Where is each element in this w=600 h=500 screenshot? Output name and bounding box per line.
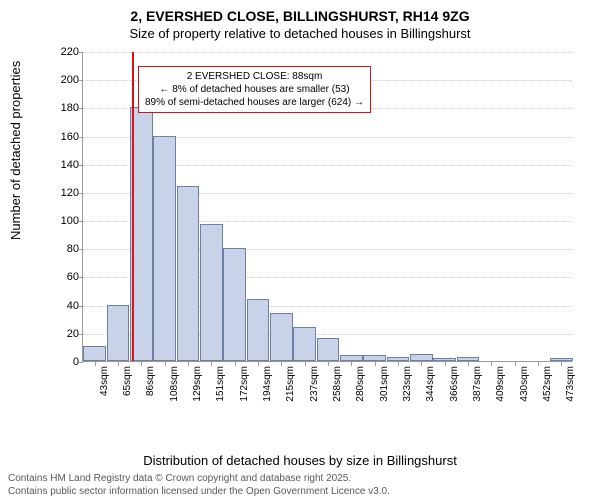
y-tick-label: 100 [53,215,79,227]
x-tick-mark [95,362,96,366]
y-tick-label: 220 [53,46,79,58]
x-tick-mark [351,362,352,366]
y-tick-label: 40 [53,300,79,312]
annotation-line-2: ← 8% of detached houses are smaller (53) [145,83,364,96]
footer-line-1: Contains HM Land Registry data © Crown c… [8,473,390,486]
y-tick-mark [79,362,83,363]
annotation-line-3: 89% of semi-detached houses are larger (… [145,96,364,109]
x-tick-label: 387sqm [472,366,483,416]
x-tick-mark [421,362,422,366]
plot-area: 02040608010012014016018020022043sqm65sqm… [82,52,572,362]
x-tick-label: 43sqm [99,366,110,416]
x-tick-mark [118,362,119,366]
y-tick-label: 160 [53,131,79,143]
x-tick-label: 258sqm [332,366,343,416]
x-tick-label: 366sqm [449,366,460,416]
histogram-bar [457,357,480,361]
x-tick-mark [445,362,446,366]
annotation-box: 2 EVERSHED CLOSE: 88sqm← 8% of detached … [138,66,371,113]
chart-title: 2, EVERSHED CLOSE, BILLINGSHURST, RH14 9… [0,8,600,24]
x-tick-mark [515,362,516,366]
y-tick-label: 60 [53,271,79,283]
x-tick-label: 215sqm [285,366,296,416]
x-tick-mark [258,362,259,366]
x-tick-label: 65sqm [122,366,133,416]
x-tick-label: 301sqm [379,366,390,416]
x-tick-mark [165,362,166,366]
reference-line [132,52,134,361]
chart-area: 02040608010012014016018020022043sqm65sqm… [46,52,576,422]
x-tick-mark [561,362,562,366]
y-tick-mark [79,108,83,109]
histogram-bar [433,358,456,361]
histogram-bar [177,186,200,361]
x-tick-label: 151sqm [215,366,226,416]
chart-subtitle: Size of property relative to detached ho… [0,26,600,41]
x-tick-mark [491,362,492,366]
histogram-bar [410,354,433,361]
x-tick-label: 344sqm [425,366,436,416]
y-tick-mark [79,193,83,194]
y-tick-label: 200 [53,74,79,86]
y-tick-mark [79,221,83,222]
x-tick-mark [281,362,282,366]
x-tick-mark [188,362,189,366]
histogram-bar [363,355,386,361]
chart-title-block: 2, EVERSHED CLOSE, BILLINGSHURST, RH14 9… [0,0,600,41]
histogram-bar [317,338,340,361]
x-tick-mark [211,362,212,366]
x-tick-mark [305,362,306,366]
y-tick-label: 120 [53,187,79,199]
annotation-line-1: 2 EVERSHED CLOSE: 88sqm [145,70,364,83]
y-axis-label: Number of detached properties [8,61,23,240]
x-axis-label: Distribution of detached houses by size … [0,453,600,468]
y-tick-mark [79,52,83,53]
x-tick-label: 172sqm [239,366,250,416]
x-tick-mark [398,362,399,366]
x-tick-mark [538,362,539,366]
histogram-bar [107,305,130,361]
y-tick-label: 180 [53,102,79,114]
x-tick-label: 409sqm [495,366,506,416]
x-tick-label: 108sqm [169,366,180,416]
y-tick-mark [79,334,83,335]
x-tick-label: 280sqm [355,366,366,416]
y-tick-label: 80 [53,243,79,255]
x-tick-label: 194sqm [262,366,273,416]
y-tick-mark [79,80,83,81]
histogram-bar [340,355,363,361]
histogram-bar [293,327,316,361]
y-tick-mark [79,249,83,250]
x-tick-mark [468,362,469,366]
histogram-bar [83,346,106,362]
histogram-bar [153,136,176,361]
x-tick-mark [328,362,329,366]
histogram-bar [247,299,270,361]
x-tick-mark [375,362,376,366]
y-tick-mark [79,277,83,278]
x-tick-mark [235,362,236,366]
histogram-bar [223,248,246,361]
x-tick-label: 86sqm [145,366,156,416]
x-tick-label: 430sqm [519,366,530,416]
footer-line-2: Contains public sector information licen… [8,486,390,499]
y-tick-label: 20 [53,328,79,340]
x-tick-label: 473sqm [565,366,576,416]
x-tick-label: 129sqm [192,366,203,416]
histogram-bar [387,357,410,361]
x-tick-label: 237sqm [309,366,320,416]
footer-attribution: Contains HM Land Registry data © Crown c… [8,473,390,498]
y-tick-label: 140 [53,159,79,171]
y-tick-mark [79,165,83,166]
y-tick-mark [79,137,83,138]
y-tick-label: 0 [53,356,79,368]
x-tick-mark [141,362,142,366]
histogram-bar [200,224,223,361]
histogram-bar [270,313,293,361]
x-tick-label: 323sqm [402,366,413,416]
y-tick-mark [79,306,83,307]
grid-line [83,52,572,53]
x-tick-label: 452sqm [542,366,553,416]
histogram-bar [550,358,573,361]
